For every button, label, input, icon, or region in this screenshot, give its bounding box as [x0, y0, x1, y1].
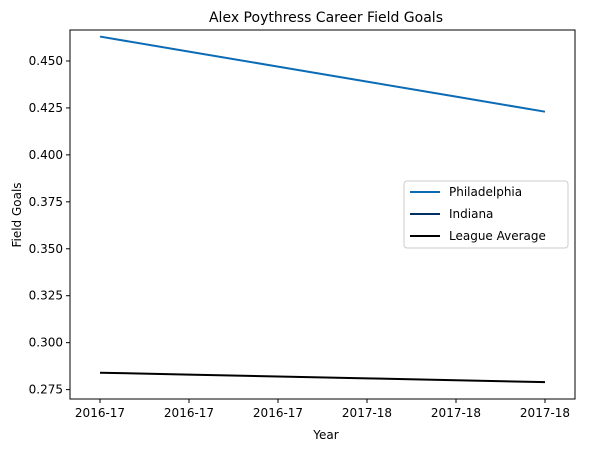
x-axis: 2016-17 2016-17 2016-17 2017-18 2017-18 2017-…	[75, 399, 570, 420]
legend-box	[403, 180, 569, 249]
x-tick-label: 2017-18	[520, 406, 570, 420]
x-tick-label: 2016-17	[253, 406, 303, 420]
y-tick-label: 0.450	[29, 54, 63, 68]
legend-label: Indiana	[449, 207, 493, 221]
x-tick-label: 2016-17	[75, 406, 125, 420]
legend: Philadelphia Indiana League Average	[403, 180, 569, 249]
x-axis-title: Year	[312, 428, 338, 442]
series-line-philadelphia	[99, 35, 546, 113]
y-axis-title: Field Goals	[10, 182, 24, 247]
series-line-league-average	[99, 371, 546, 384]
legend-label: Philadelphia	[449, 185, 522, 199]
y-tick-label: 0.425	[29, 101, 63, 115]
y-tick-label: 0.275	[29, 383, 63, 397]
y-tick-label: 0.325	[29, 289, 63, 303]
chart-title: Alex Poythress Career Field Goals	[209, 10, 443, 26]
x-tick-label: 2017-18	[431, 406, 481, 420]
y-tick-label: 0.375	[29, 195, 63, 209]
series-lines	[99, 35, 546, 384]
x-tick-label: 2016-17	[164, 406, 214, 420]
plot-area	[69, 29, 576, 400]
plot-frame	[69, 29, 576, 400]
legend-label: League Average	[449, 229, 546, 243]
y-tick-label: 0.350	[29, 242, 63, 256]
x-tick-label: 2017-18	[342, 406, 392, 420]
y-tick-label: 0.300	[29, 336, 63, 350]
y-tick-label: 0.400	[29, 148, 63, 162]
y-axis: 0.275 0.300 0.325 0.350 0.375 0.400 0.425 0.450	[29, 54, 70, 397]
